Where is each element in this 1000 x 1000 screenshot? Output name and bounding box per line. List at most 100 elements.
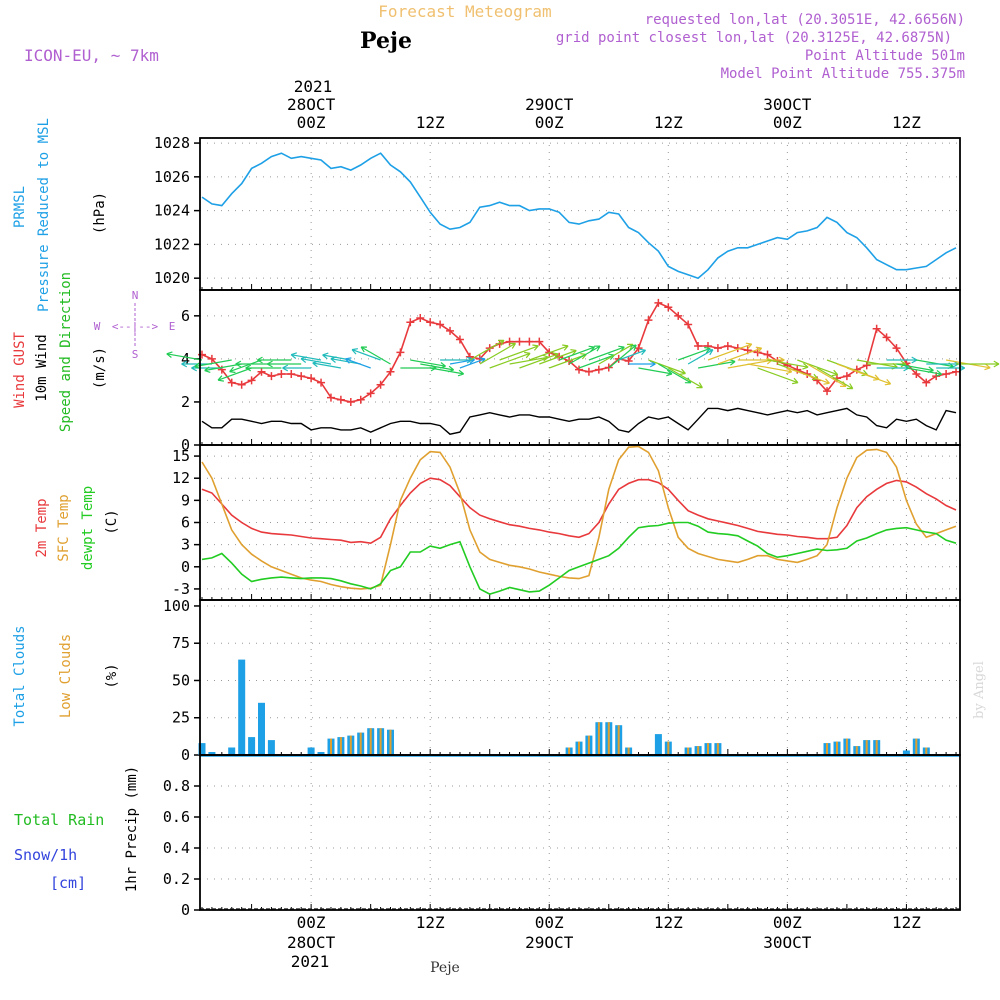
gust-point — [436, 320, 445, 329]
wind-arrow — [677, 346, 711, 361]
chart-title: Forecast Meteogram — [378, 2, 551, 21]
compass-north: N — [132, 289, 139, 302]
panel-frame — [199, 599, 961, 756]
pressure-unit: (hPa) — [92, 192, 108, 234]
gust-point — [912, 369, 921, 378]
gust-point — [694, 341, 703, 350]
y-tick-label: 6 — [181, 307, 190, 325]
gust-point — [674, 311, 683, 320]
wind-panel: 0 2 4 6 — [166, 289, 1000, 454]
wind-arrow — [667, 367, 703, 389]
wind-arrow — [229, 359, 262, 374]
precip-label-snow: Snow/1h — [14, 846, 77, 864]
gust-point — [505, 337, 514, 346]
gust-point — [684, 320, 693, 329]
compass-south: S — [132, 348, 139, 361]
gust-point — [396, 348, 405, 357]
gust-point — [287, 369, 296, 378]
gust-point — [713, 344, 722, 353]
wind-arrow — [479, 342, 517, 365]
y-tick-label: 3 — [181, 536, 190, 554]
y-tick-label: 0 — [181, 558, 190, 576]
gust-point — [257, 367, 266, 376]
wind-arrow — [648, 359, 686, 375]
gust-point — [426, 318, 435, 327]
compass-cross: <--|--> — [112, 320, 159, 333]
gust-point — [376, 380, 385, 389]
bar-low-clouds — [697, 746, 700, 755]
bar-total-clouds — [258, 702, 265, 755]
gust-point — [326, 393, 335, 402]
gust-point — [823, 387, 832, 396]
top-year-label: 2021 — [294, 77, 333, 96]
top-hour-label: 00Z — [535, 113, 564, 132]
gust-point — [952, 367, 961, 376]
wind-arrow — [846, 367, 892, 386]
gust-point — [594, 365, 603, 374]
series-line-dew — [201, 521, 957, 595]
precip-unit: 1hr Precip (mm) — [124, 766, 140, 892]
y-tick-label: 15 — [172, 447, 190, 465]
gust-point — [446, 326, 455, 335]
wind-arrow — [697, 359, 736, 369]
gust-point — [723, 341, 732, 350]
y-tick-label: 75 — [172, 634, 190, 652]
gust-point — [267, 372, 276, 381]
bottom-year-label: 2021 — [291, 952, 330, 971]
precip-label-rain: Total Rain — [14, 811, 104, 829]
station-name: Peje — [360, 28, 412, 54]
bar-low-clouds — [845, 738, 848, 755]
top-day-label: 28OCT — [287, 95, 336, 114]
gust-point — [535, 337, 544, 346]
panel-frame — [199, 444, 961, 601]
bar-low-clouds — [369, 728, 372, 755]
y-tick-label: 0.4 — [163, 839, 190, 857]
bar-low-clouds — [607, 722, 610, 755]
gust-point — [892, 344, 901, 353]
bar-low-clouds — [359, 732, 362, 755]
wind-arrow — [787, 367, 830, 385]
gust-point — [346, 397, 355, 406]
y-tick-label: 1024 — [154, 202, 190, 220]
wind-arrow — [410, 359, 446, 369]
y-tick-label: -3 — [172, 580, 190, 598]
wind-arrow — [351, 348, 381, 361]
gust-point — [525, 337, 534, 346]
bar-low-clouds — [687, 747, 690, 755]
wind-arrow — [866, 360, 907, 368]
gust-point — [416, 313, 425, 322]
wind-arrow — [257, 356, 292, 364]
bar-low-clouds — [349, 735, 352, 755]
wind-arrow — [449, 357, 475, 365]
top-hour-label: 00Z — [773, 113, 802, 132]
gust-point — [515, 337, 524, 346]
wind-label-gust: Wind GUST — [12, 332, 28, 408]
y-tick-label: 0 — [181, 436, 190, 454]
clouds-labels: Total Clouds Low Clouds (%) — [12, 625, 120, 726]
wind-arrow — [618, 348, 647, 361]
wind-arrow — [217, 367, 252, 382]
bar-total-clouds — [208, 752, 216, 755]
bar-low-clouds — [707, 743, 709, 755]
compass-rose: N S W E <--|--> — [94, 289, 176, 361]
gust-point — [317, 378, 326, 387]
gust-point — [584, 367, 593, 376]
series-line-pressure — [201, 152, 957, 280]
gust-point — [307, 374, 316, 383]
precip-label-cm: [cm] — [50, 874, 86, 892]
bottom-time-axis: 2021 00Z 12Z 00Z 12Z 00Z 12Z 28OCT 29OCT 30OCT — [287, 913, 921, 971]
wind-arrow — [926, 360, 959, 368]
wind-arrow — [282, 364, 312, 372]
y-tick-label: 25 — [172, 709, 190, 727]
wind-arrow — [608, 344, 637, 369]
wind-arrow — [266, 360, 302, 368]
wind-arrow — [245, 364, 282, 372]
wind-arrow — [360, 346, 391, 365]
gust-point — [922, 378, 931, 387]
footer-station: Peje — [430, 960, 460, 976]
wind-arrow — [638, 367, 673, 377]
wind-arrow — [430, 367, 465, 377]
y-tick-label: 0.8 — [163, 777, 190, 795]
wind-labels: Wind GUST 10m Wind Speed and Direction (… — [12, 272, 175, 432]
top-day-label: 29OCT — [525, 95, 574, 114]
